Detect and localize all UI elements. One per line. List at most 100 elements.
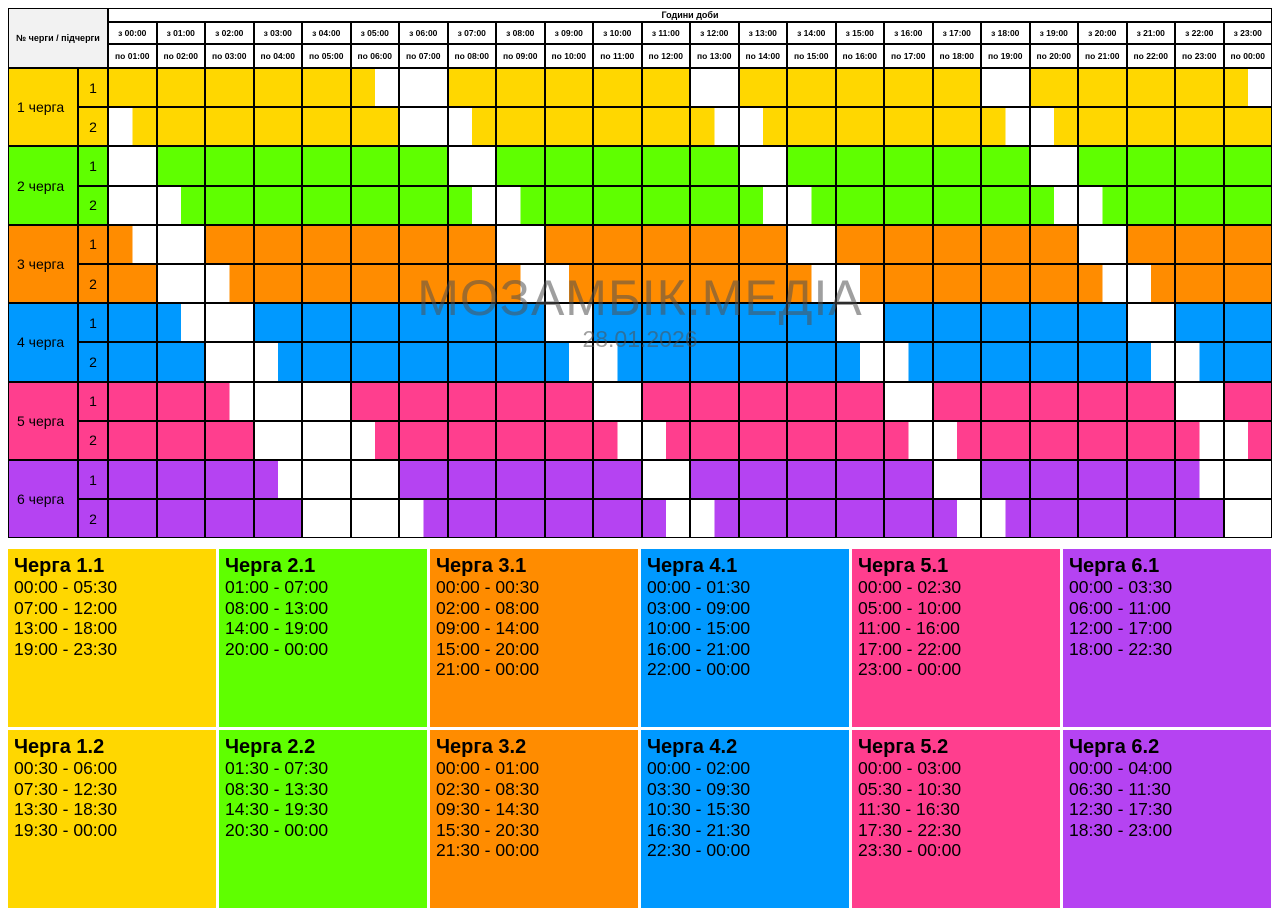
hour-cell	[593, 342, 642, 382]
hour-cell	[690, 68, 739, 108]
subqueue-label: 1	[78, 381, 108, 421]
hour-cell	[1078, 303, 1127, 343]
interval-line: 00:30 - 06:00	[14, 758, 118, 778]
hour-cell	[641, 303, 690, 343]
hour-cell	[302, 264, 351, 304]
queue-card: Черга 1.1 00:00 - 05:30 07:00 - 12:00 13:00…	[8, 549, 216, 727]
hour-cell	[205, 303, 254, 343]
hour-cell	[884, 460, 933, 500]
interval-line: 00:00 - 05:30	[14, 577, 118, 597]
hour-cell	[981, 146, 1030, 186]
hour-cell	[1175, 146, 1224, 186]
hour-cell	[447, 342, 496, 382]
hour-cell	[108, 107, 157, 147]
hour-cell	[350, 107, 399, 147]
hour-cell	[108, 303, 157, 343]
hour-cell	[399, 224, 448, 264]
hour-cell	[496, 185, 545, 225]
hour-cell	[1078, 381, 1127, 421]
hour-cell	[1029, 107, 1078, 147]
hour-cell	[544, 342, 593, 382]
hour-cell	[108, 342, 157, 382]
hour-cell	[835, 185, 884, 225]
interval-line: 22:00 - 00:00	[647, 659, 751, 680]
hour-cell	[108, 499, 157, 539]
subqueue-label: 2	[78, 499, 108, 539]
hour-cell	[253, 381, 302, 421]
queue-card: Черга 3.2 00:00 - 01:00 02:30 - 08:30 09:30…	[430, 730, 638, 908]
hour-cell	[205, 107, 254, 147]
subqueue-label: 2	[78, 264, 108, 304]
queue-card: Черга 2.1 01:00 - 07:00 08:00 - 13:00 14:00…	[219, 549, 427, 727]
hour-cell	[835, 420, 884, 460]
hour-cell	[1126, 224, 1175, 264]
hour-from-label: з 12:00	[690, 22, 739, 44]
hour-cell	[1078, 460, 1127, 500]
interval-line: 08:00 - 13:00	[225, 597, 329, 618]
interval-line: 00:00 - 04:00	[1069, 758, 1173, 778]
hour-cell	[1029, 381, 1078, 421]
hour-cell	[205, 68, 254, 108]
hour-cell	[787, 68, 836, 108]
hour-cell	[690, 420, 739, 460]
hour-cell	[738, 460, 787, 500]
hour-cell	[835, 264, 884, 304]
hour-cell	[1223, 264, 1272, 304]
hour-cell	[302, 342, 351, 382]
hour-to-label: по 22:00	[1126, 44, 1175, 68]
hour-cell	[1175, 224, 1224, 264]
hour-cell	[544, 185, 593, 225]
hour-cell	[932, 146, 981, 186]
hour-cell	[593, 224, 642, 264]
hour-cell	[884, 185, 933, 225]
hour-to-label: по 10:00	[544, 44, 593, 68]
hour-cell	[302, 68, 351, 108]
hour-from-label: з 20:00	[1078, 22, 1127, 44]
hour-cell	[932, 381, 981, 421]
hour-cell	[981, 499, 1030, 539]
hour-cell	[932, 68, 981, 108]
hour-to-label: по 11:00	[593, 44, 642, 68]
hour-cell	[738, 107, 787, 147]
hour-cell	[544, 303, 593, 343]
interval-line: 20:00 - 00:00	[225, 638, 329, 659]
hour-cell	[787, 460, 836, 500]
hour-to-label: по 15:00	[787, 44, 836, 68]
interval-line: 06:00 - 11:00	[1069, 597, 1171, 618]
hour-cell	[932, 107, 981, 147]
hour-cell	[1126, 499, 1175, 539]
hour-cell	[1126, 420, 1175, 460]
interval-line: 21:30 - 00:00	[436, 840, 540, 861]
queue-card: Черга 6.2 00:00 - 04:00 06:30 - 11:30 12:30…	[1063, 730, 1271, 908]
hour-cell	[399, 146, 448, 186]
hour-cell	[544, 264, 593, 304]
interval-line: 17:30 - 22:30	[858, 819, 962, 840]
hour-cell	[981, 264, 1030, 304]
hour-cell	[738, 224, 787, 264]
interval-line: 20:30 - 00:00	[225, 819, 329, 840]
hour-cell	[156, 381, 205, 421]
hour-cell	[108, 264, 157, 304]
hour-cell	[690, 381, 739, 421]
schedule-cards: Черга 1.1 00:00 - 05:30 07:00 - 12:00 13:00…	[8, 549, 1271, 908]
hour-cell	[350, 342, 399, 382]
hour-cell	[544, 499, 593, 539]
hour-to-label: по 13:00	[690, 44, 739, 68]
hour-cell	[156, 303, 205, 343]
interval-line: 01:00 - 07:00	[225, 577, 329, 597]
hour-cell	[932, 264, 981, 304]
hour-cell	[205, 460, 254, 500]
hour-cell	[302, 146, 351, 186]
hour-cell	[1078, 342, 1127, 382]
hour-to-label: по 09:00	[496, 44, 545, 68]
hour-cell	[884, 107, 933, 147]
hour-cell	[932, 499, 981, 539]
hour-to-label: по 17:00	[884, 44, 933, 68]
hour-cell	[399, 460, 448, 500]
hour-cell	[981, 224, 1030, 264]
hour-cell	[884, 146, 933, 186]
hour-cell	[156, 342, 205, 382]
hour-from-label: з 18:00	[981, 22, 1030, 44]
card-title: Черга 2.1	[225, 555, 316, 577]
hour-cell	[690, 264, 739, 304]
